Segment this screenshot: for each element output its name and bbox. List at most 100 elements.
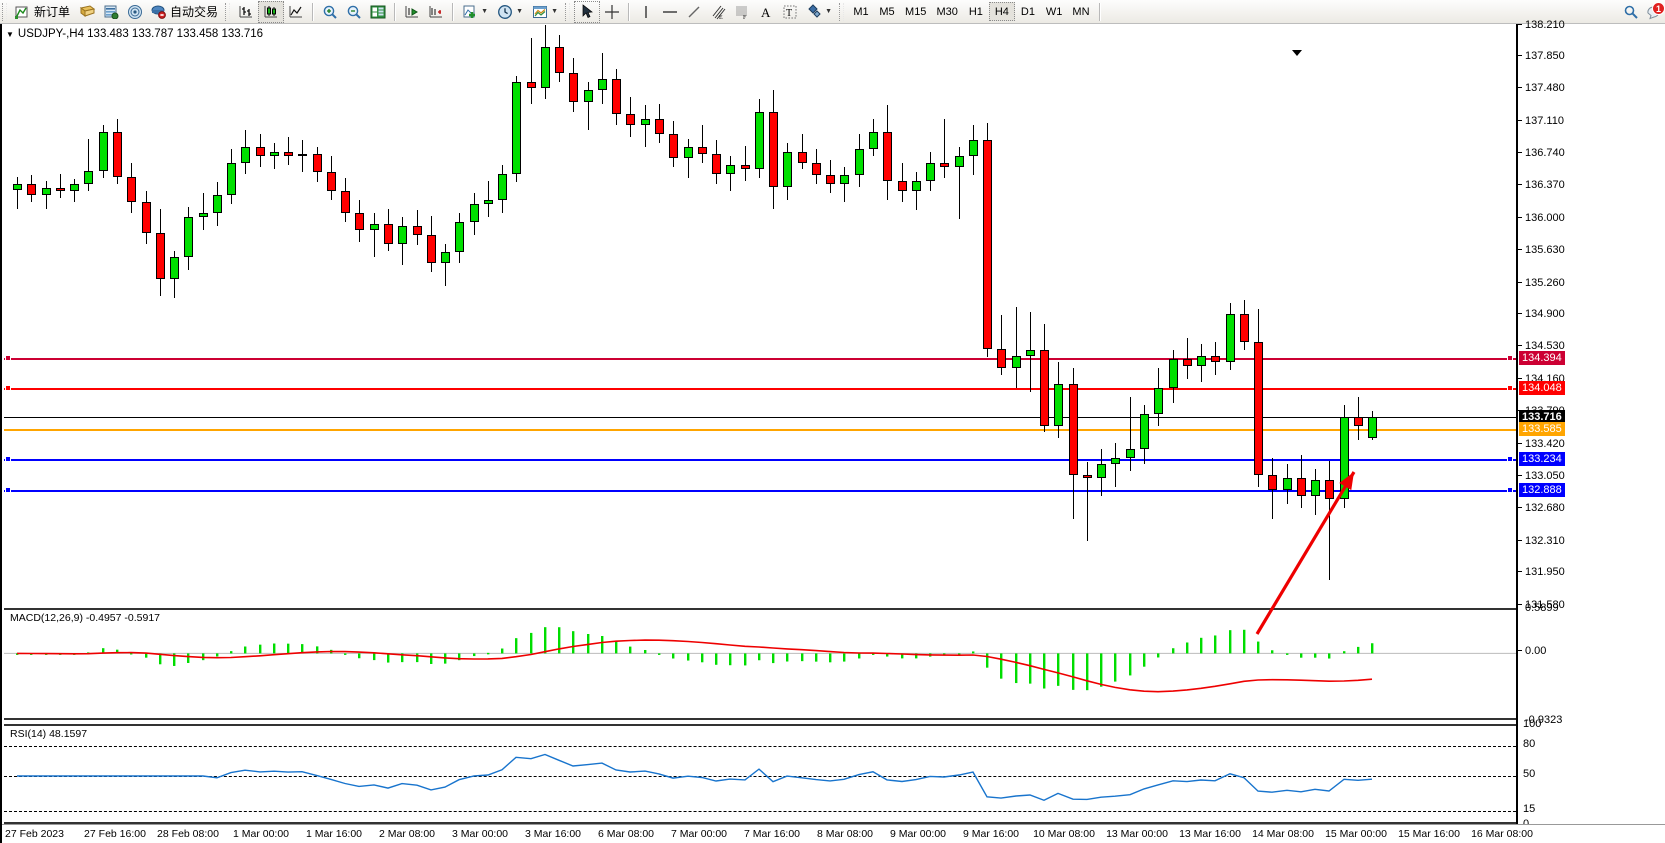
- toolbar-grip[interactable]: [2, 2, 7, 21]
- tile-windows-button[interactable]: [366, 1, 390, 23]
- chevron-down-icon-2[interactable]: ▼: [516, 8, 523, 15]
- tick-dash: [1518, 87, 1522, 89]
- signals-icon: [126, 3, 144, 21]
- chart-shift-button[interactable]: [424, 1, 448, 23]
- text-label-button[interactable]: T: [778, 1, 802, 23]
- chevron-down-icon-3[interactable]: ▼: [551, 8, 558, 15]
- macd-histogram-bar: [1200, 637, 1203, 654]
- shapes-button[interactable]: ▼: [802, 1, 837, 23]
- price-axis[interactable]: 138.210 137.850 137.480 137.110 136.740 136.3…: [1516, 19, 1665, 830]
- period-mn[interactable]: MN: [1072, 5, 1090, 18]
- level-line-resistance-2[interactable]: [4, 357, 1516, 360]
- time-axis-label: 15 Mar 00:00: [1325, 828, 1387, 840]
- period-m1[interactable]: M1: [853, 5, 869, 18]
- candle-wick: [60, 173, 61, 199]
- level-handle-resistance-1[interactable]: [5, 385, 11, 392]
- period-m5[interactable]: M5: [879, 5, 895, 18]
- level-line-resistance-1[interactable]: [4, 388, 1516, 391]
- macd-histogram-bar: [416, 653, 419, 663]
- candle-body: [127, 177, 136, 203]
- vertical-line-button[interactable]: [634, 1, 658, 23]
- level-line-support-2[interactable]: [4, 489, 1516, 492]
- fibonacci-icon: F: [733, 3, 751, 21]
- macd-histogram-bar: [1172, 648, 1175, 654]
- rsi-plot[interactable]: RSI(14) 48.1597: [4, 724, 1516, 824]
- macd-histogram-bar: [901, 653, 904, 659]
- scroll-start-button[interactable]: [400, 1, 424, 23]
- new-order-button[interactable]: 新订单: [11, 1, 75, 23]
- candle-body: [1012, 355, 1021, 368]
- data-window-button[interactable]: [75, 1, 99, 23]
- level-handle-resistance-2[interactable]: [5, 354, 11, 361]
- macd-histogram-bar: [159, 653, 162, 665]
- period-m15[interactable]: M15: [905, 5, 927, 18]
- fibonacci-button[interactable]: F: [730, 1, 754, 23]
- trendline-button[interactable]: [682, 1, 706, 23]
- macd-histogram-bar: [1057, 653, 1060, 686]
- candle-body: [869, 131, 878, 150]
- candle-body: [555, 46, 564, 73]
- period-clock-icon: [496, 3, 514, 21]
- toolbar-grip-4[interactable]: [839, 2, 845, 21]
- candlestick-chart-button[interactable]: [258, 0, 285, 23]
- period-d1[interactable]: D1: [1020, 5, 1035, 18]
- time-axis-label: 13 Mar 00:00: [1106, 828, 1168, 840]
- tick-dash: [1518, 345, 1522, 347]
- candle-body: [826, 175, 835, 185]
- add-indicator-button[interactable]: ▼: [458, 1, 493, 23]
- level-handle-support-1[interactable]: [5, 456, 11, 463]
- text-button[interactable]: A: [754, 1, 778, 23]
- period-m30[interactable]: M30: [936, 5, 958, 18]
- chart-area[interactable]: ▼ USDJPY-,H4 133.483 133.787 133.458 133…: [0, 19, 1665, 843]
- chevron-down-icon-4[interactable]: ▼: [825, 8, 832, 15]
- line-chart-button[interactable]: [284, 1, 308, 23]
- chart-menu-triangle-icon[interactable]: ▼: [6, 29, 14, 39]
- chart-shift-marker-icon[interactable]: [1292, 50, 1302, 56]
- price-tick-label: 135.630: [1525, 244, 1565, 257]
- equidistant-channel-button[interactable]: E: [706, 1, 730, 23]
- level-handle-right-support-1[interactable]: [1507, 456, 1513, 463]
- macd-histogram-bar: [615, 641, 618, 654]
- toolbar-grip-3[interactable]: [565, 2, 571, 21]
- level-handle-right-resistance-1[interactable]: [1507, 385, 1513, 392]
- macd-histogram-bar: [958, 653, 961, 655]
- chart-shift-icon: [427, 3, 445, 21]
- navigator-button[interactable]: [99, 1, 123, 23]
- cursor-button[interactable]: [574, 0, 601, 23]
- level-handle-support-2[interactable]: [5, 486, 11, 493]
- templates-button[interactable]: ▼: [528, 1, 563, 23]
- candle-wick: [1130, 396, 1131, 471]
- candle-body: [855, 149, 864, 176]
- alerts-button[interactable]: 1: [1643, 1, 1665, 21]
- tick-dash: [1518, 539, 1522, 541]
- level-line-current-price[interactable]: [4, 417, 1516, 419]
- time-axis[interactable]: 27 Feb 2023 27 Feb 16:00 28 Feb 08:00 1 Mar…: [2, 824, 1665, 843]
- candle-wick: [745, 145, 746, 181]
- search-button[interactable]: [1619, 1, 1643, 23]
- candle-body: [84, 170, 93, 185]
- auto-trading-button[interactable]: 自动交易: [147, 1, 223, 23]
- crosshair-button[interactable]: [600, 1, 624, 23]
- level-line-entry-level[interactable]: [4, 428, 1516, 431]
- period-button[interactable]: ▼: [493, 1, 528, 23]
- period-h4[interactable]: H4: [988, 2, 1015, 21]
- price-plot[interactable]: [4, 24, 1516, 604]
- macd-histogram-bar: [687, 653, 690, 661]
- macd-histogram-bar: [458, 653, 461, 661]
- bar-chart-button[interactable]: [234, 1, 258, 23]
- tick-dash: [1518, 216, 1522, 218]
- level-line-support-1[interactable]: [4, 459, 1516, 462]
- price-tick-label: 132.310: [1525, 534, 1565, 547]
- chevron-down-icon[interactable]: ▼: [481, 8, 488, 15]
- main-toolbar: 新订单: [0, 0, 1665, 24]
- period-w1[interactable]: W1: [1045, 5, 1063, 18]
- macd-plot[interactable]: MACD(12,26,9) -0.4957 -0.5917: [4, 608, 1516, 720]
- period-h1[interactable]: H1: [968, 5, 983, 18]
- level-handle-right-support-2[interactable]: [1507, 486, 1513, 493]
- horizontal-line-button[interactable]: [658, 1, 682, 23]
- level-handle-right-resistance-2[interactable]: [1507, 354, 1513, 361]
- zoom-out-button[interactable]: [342, 1, 366, 23]
- toolbar-grip-2[interactable]: [225, 2, 231, 21]
- signals-button[interactable]: [123, 1, 147, 23]
- zoom-in-button[interactable]: [318, 1, 342, 23]
